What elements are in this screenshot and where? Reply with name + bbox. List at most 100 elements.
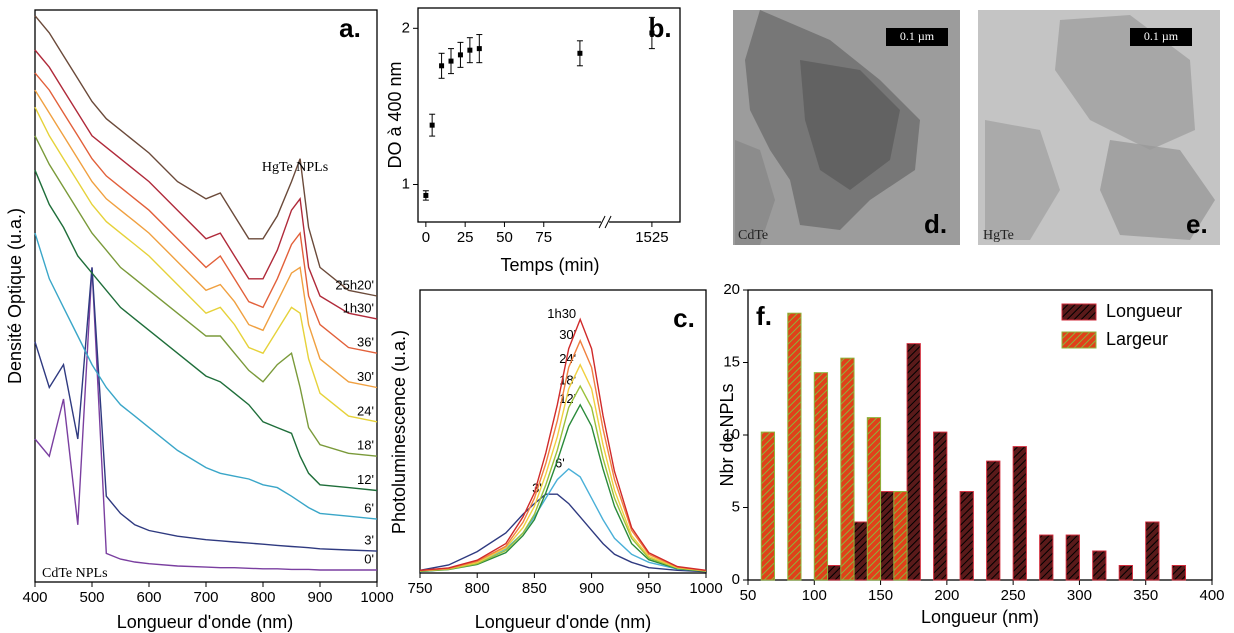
x-tick-label: 100 [802, 587, 827, 604]
image-e: 0.1 µm HgTe e. [978, 10, 1220, 245]
data-point [423, 192, 429, 198]
spectrum-line [419, 338, 707, 572]
curve-label: 36' [357, 335, 374, 350]
x-tick-label: 600 [136, 589, 161, 606]
x-axis-label: Longueur (nm) [921, 607, 1039, 627]
x-tick-label: 700 [193, 589, 218, 606]
y-tick-label: 0 [732, 571, 740, 588]
image-label: HgTe [983, 228, 1014, 243]
spectrum-line [419, 317, 707, 571]
spectrum-line [419, 363, 707, 572]
bar [880, 491, 895, 581]
curve-label: 6' [364, 501, 374, 516]
bar [853, 521, 868, 581]
tem-platelet [800, 60, 900, 190]
spectrum-line [34, 89, 378, 389]
x-tick-label: 200 [934, 587, 959, 604]
data-point [577, 50, 583, 56]
data-point [476, 46, 482, 52]
panel-label: d. [924, 209, 947, 239]
curve-label: 6' [555, 455, 565, 470]
x-tick-label: 0 [422, 229, 430, 246]
legend-swatch [1061, 303, 1097, 321]
data-point [649, 30, 655, 36]
x-tick-label: 1000 [689, 580, 722, 597]
curve-label: 1h30' [343, 300, 374, 315]
x-tick-label: 50 [496, 229, 513, 246]
spectrum-line [34, 135, 378, 457]
x-tick-label: 750 [407, 580, 432, 597]
bar [959, 491, 974, 581]
spectrum-line [34, 49, 378, 320]
bar [1039, 534, 1054, 581]
legend-label: Longueur [1106, 301, 1182, 321]
spectrum-line [34, 106, 378, 423]
x-tick-label: 250 [1001, 587, 1026, 604]
panel-label: c. [673, 303, 695, 333]
spectrum-line [34, 15, 378, 297]
x-tick-label: 1525 [635, 229, 668, 246]
bar [893, 491, 908, 581]
x-tick-label: 400 [1199, 587, 1224, 604]
tem-platelet [1055, 15, 1195, 150]
x-tick-label: 900 [579, 580, 604, 597]
bar [1065, 534, 1080, 581]
y-axis-label: DO à 400 nm [385, 61, 405, 168]
y-tick-label: 15 [723, 353, 740, 370]
x-tick-label: 1000 [360, 589, 393, 606]
data-point [439, 63, 445, 69]
bar [813, 372, 829, 581]
y-tick-label: 20 [723, 281, 740, 298]
y-axis-label: Nbr de NPLs [717, 383, 737, 486]
plot-frame [417, 7, 681, 223]
bar [840, 357, 855, 581]
x-tick-label: 950 [636, 580, 661, 597]
axis-break-mark [598, 215, 606, 229]
y-tick-label: 2 [402, 19, 410, 36]
tem-platelet [735, 140, 775, 245]
plot-frame [419, 289, 707, 574]
scale-bar [1130, 28, 1192, 46]
data-point [457, 52, 463, 58]
spectrum-line [34, 267, 378, 552]
panel-3: 50 100 150 200 250 300 350 400 0 5 10 15 20 Longueur … [717, 281, 1225, 627]
panel-label: e. [1186, 209, 1208, 239]
bar [933, 431, 948, 581]
legend-label: Largeur [1106, 329, 1168, 349]
y-axis-label: Photoluminescence (u.a.) [389, 330, 409, 534]
spectrum-line [34, 267, 377, 571]
y-tick-label: 1 [402, 175, 410, 192]
y-tick-label: 10 [723, 426, 740, 443]
spectrum-line [419, 384, 707, 572]
spectrum-line [419, 403, 707, 573]
bar [1145, 521, 1160, 581]
x-tick-label: 75 [535, 229, 552, 246]
annotation: HgTe NPLs [262, 160, 328, 175]
bar [1118, 565, 1133, 581]
panel-label: f. [756, 301, 772, 331]
curve-label: 3' [364, 533, 374, 548]
bar [866, 417, 882, 581]
bar [1171, 565, 1186, 581]
x-tick-label: 300 [1067, 587, 1092, 604]
image-d: 0.1 µm CdTe d. [733, 10, 960, 245]
plot-frame [34, 9, 378, 583]
curve-label: 1h30 [547, 306, 576, 321]
data-point [448, 58, 454, 64]
x-tick-label: 800 [465, 580, 490, 597]
scale-bar-label: 0.1 µm [1144, 29, 1179, 43]
y-axis-label: Densité Optique (u.a.) [5, 208, 25, 384]
x-axis-label: Temps (min) [500, 255, 599, 275]
x-tick-label: 500 [79, 589, 104, 606]
bar [1012, 446, 1027, 581]
bar [1092, 550, 1107, 581]
legend-swatch [1061, 331, 1097, 349]
x-tick-label: 900 [307, 589, 332, 606]
curve-label: 24' [357, 403, 374, 418]
curve-label: 30' [357, 369, 374, 384]
bar [787, 312, 802, 581]
x-tick-label: 50 [740, 587, 757, 604]
y-tick-label: 5 [732, 498, 740, 515]
